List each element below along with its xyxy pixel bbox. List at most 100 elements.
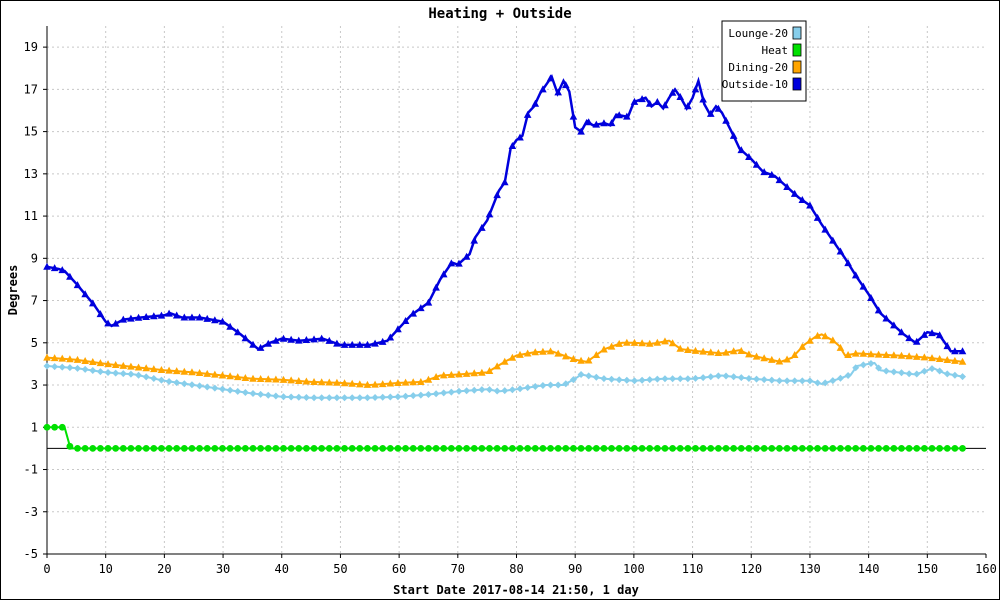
series-point (218, 371, 227, 379)
y-tick-label: 9 (31, 251, 38, 265)
legend-swatch-heat (792, 43, 802, 57)
series-point (722, 445, 730, 452)
series-point (218, 385, 226, 393)
series-point (523, 110, 532, 118)
x-tick-label: 40 (275, 562, 289, 576)
series-point (325, 378, 334, 386)
series-point (699, 347, 707, 355)
legend-swatch-lounge-20 (792, 26, 802, 40)
series-point (837, 445, 844, 452)
series-point (455, 370, 463, 378)
x-tick-label: 160 (975, 562, 997, 576)
series-point (767, 355, 776, 363)
series-point (447, 370, 456, 378)
series-point (363, 340, 372, 348)
series-point (623, 376, 631, 384)
series-point (836, 374, 844, 382)
series-point (340, 340, 349, 348)
series-point (676, 344, 685, 352)
series-point (554, 381, 562, 389)
series-point (714, 445, 722, 452)
series-point (645, 339, 654, 347)
series-point (272, 336, 280, 344)
series-point (829, 377, 837, 385)
series-point (439, 371, 448, 379)
series-point (127, 314, 135, 322)
series-point (928, 365, 936, 373)
series-point (524, 445, 532, 452)
series-point (478, 445, 486, 452)
series-point (821, 225, 829, 233)
series-point (920, 330, 929, 338)
series-point (249, 340, 257, 348)
series-point (592, 351, 601, 359)
series-point (280, 445, 287, 452)
series-point (348, 379, 356, 387)
series-point (348, 394, 356, 402)
series-point (912, 337, 921, 345)
series-point (111, 319, 120, 327)
series-point (852, 445, 860, 452)
series-point (821, 379, 829, 387)
series-point (81, 356, 89, 364)
series-point (592, 373, 600, 381)
series-point (51, 363, 59, 371)
series-point (150, 365, 158, 373)
series-point (546, 347, 555, 355)
series-point (462, 369, 471, 377)
series-point (447, 388, 455, 396)
legend-label-lounge-20: Lounge-20 (728, 27, 788, 40)
series-point (371, 380, 379, 388)
series-point (798, 445, 806, 452)
series-point (81, 365, 89, 373)
series-point (73, 281, 82, 289)
series-point (714, 372, 722, 380)
series-point (638, 95, 646, 103)
y-tick-label: -1 (24, 463, 38, 477)
x-tick-label: 30 (216, 562, 230, 576)
series-point (516, 385, 524, 393)
series-point (882, 367, 890, 375)
series-point (775, 176, 784, 184)
series-point (783, 355, 791, 363)
legend-box (721, 20, 807, 102)
series-point (272, 445, 280, 452)
series-point (730, 445, 738, 452)
series-point (203, 314, 212, 322)
series-point (897, 351, 906, 359)
series-point (623, 445, 631, 452)
series-point (241, 445, 249, 452)
series-point (432, 445, 440, 452)
series-point (676, 375, 684, 383)
series-point (66, 364, 74, 372)
series-point (737, 146, 746, 154)
series-point (928, 445, 936, 452)
series-point (668, 339, 677, 347)
series-point (600, 119, 608, 127)
series-point (638, 376, 646, 384)
series-point (783, 445, 791, 452)
series-point (417, 377, 425, 385)
series-point (790, 351, 799, 359)
series-point (455, 387, 463, 395)
series-point (196, 445, 203, 452)
series-point (714, 349, 723, 357)
series-point (615, 376, 623, 384)
series-point (432, 390, 440, 398)
series-point (127, 445, 135, 452)
series-point (173, 445, 181, 452)
series-point (531, 99, 540, 107)
series-point (173, 379, 181, 387)
series-point (447, 259, 456, 267)
series-point (569, 376, 577, 384)
series-point (96, 359, 105, 367)
y-tick-label: -5 (24, 547, 38, 561)
series-point (88, 358, 97, 366)
series-point (249, 390, 257, 398)
series-point (424, 298, 433, 306)
series-point (211, 384, 219, 392)
series-point (935, 355, 944, 363)
series-point (600, 445, 608, 452)
data-series (43, 73, 967, 452)
series-point (486, 386, 494, 394)
